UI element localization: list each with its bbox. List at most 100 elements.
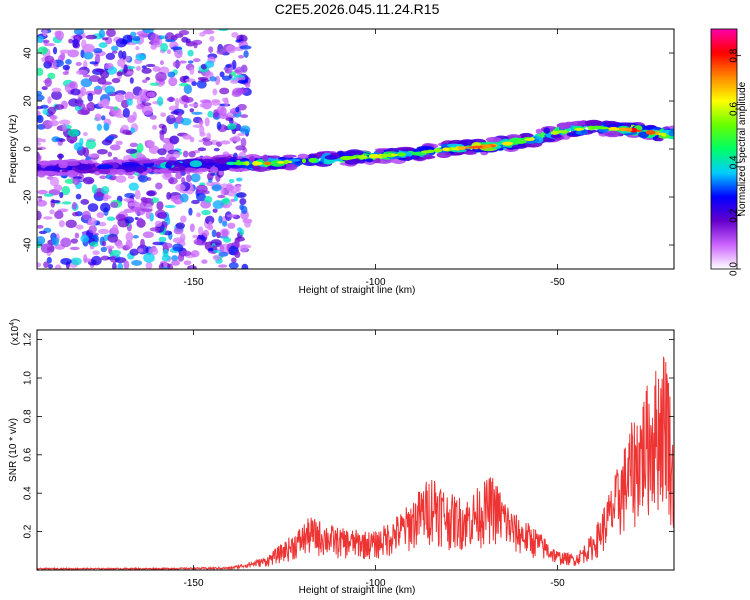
spectrogram-cell: [40, 244, 52, 248]
spectrogram-cell: [241, 263, 249, 269]
spectrogram-cell: [169, 135, 180, 145]
spectrogram-cell: [125, 71, 134, 75]
spectrogram-cell: [345, 149, 364, 157]
spectrogram-cell: [174, 48, 183, 59]
spectrogram-cell: [106, 216, 116, 221]
spectrogram-cell: [62, 71, 69, 76]
spectrogram-cell: [110, 201, 119, 208]
spectrogram-cell: [237, 79, 249, 84]
spectrogram-y-ticks: -40 -20 0 20 40: [23, 47, 674, 252]
spectrogram-cell: [604, 130, 621, 138]
spectrogram-x-label: Height of straight line (km): [299, 285, 416, 296]
spectrogram-cell: [137, 248, 144, 253]
spectrogram-cell: [426, 149, 435, 153]
spectrogram-cell: [219, 140, 231, 145]
spectrogram-cell: [106, 29, 116, 38]
spectrogram-cell: [68, 82, 76, 89]
snr-series-line: [37, 356, 674, 570]
spectrogram-cell: [236, 156, 243, 160]
spectrogram-cell: [37, 94, 45, 102]
spectrogram-cell: [96, 211, 105, 219]
spectrogram-cell: [467, 146, 479, 149]
spectrogram-cell: [183, 104, 188, 108]
spectrogram-cell: [125, 232, 134, 242]
spectrogram-cell: [201, 209, 211, 216]
spectrogram-cell: [68, 38, 74, 44]
spectrogram-cell: [142, 231, 154, 239]
spectrogram-cell: [137, 217, 144, 225]
spectrogram-cell: [149, 82, 160, 86]
spectrogram-cell: [98, 29, 106, 39]
spectrogram-cell: [120, 166, 134, 171]
spectrogram-cell: [191, 81, 197, 87]
spectrogram-cell: [237, 132, 246, 137]
spectrogram-cell: [126, 42, 137, 46]
spectrogram-panel: -150 -100 -50 -40 -20 0 20 40 Height of straig…: [8, 28, 675, 296]
spectrogram-cell: [584, 119, 603, 127]
colorbar-tick-label: 0.8: [729, 48, 740, 62]
spectrogram-cell: [269, 155, 281, 159]
spectrogram-cell: [136, 97, 142, 106]
spectrogram-cell: [74, 163, 93, 171]
spectrogram-cell: [129, 142, 138, 148]
spectrogram-cell: [240, 137, 247, 148]
spectrogram-cell: [193, 238, 203, 245]
spectrogram-cell: [222, 204, 231, 209]
spectrogram-cell: [130, 127, 136, 134]
spectrogram-cell: [235, 145, 246, 151]
spectrogram-cell: [105, 52, 116, 61]
spectrogram-cell: [195, 192, 206, 202]
spectrogram-cell: [216, 48, 227, 55]
spectrogram-cell: [234, 239, 240, 248]
spectrogram-cell: [255, 161, 263, 165]
spectrogram-cell: [154, 220, 163, 227]
spectrogram-cell: [51, 87, 62, 93]
spectrogram-cell: [115, 92, 125, 103]
spectrogram-cell: [49, 209, 55, 215]
spectrogram-cell: [591, 125, 602, 130]
spectrogram-cell: [135, 54, 145, 61]
snr-y-tick-label: 0.8: [23, 409, 34, 423]
spectrogram-cell: [324, 155, 338, 160]
spectrogram-cell: [165, 39, 176, 43]
spectrogram-cell: [123, 64, 128, 74]
spectrogram-cell: [107, 233, 119, 243]
spectrogram-cell: [174, 33, 184, 38]
spectrogram-cell: [216, 231, 221, 239]
spectrogram-cell: [117, 262, 124, 269]
spectrogram-cell: [73, 142, 83, 151]
spectrogram-cell: [208, 46, 214, 54]
spectrogram-cell: [227, 123, 237, 130]
spectrogram-cell: [49, 176, 60, 187]
spectrogram-cell: [658, 132, 667, 136]
spectrogram-cell: [142, 29, 155, 34]
spectrogram-cell: [60, 237, 72, 248]
spectrogram-cell: [188, 103, 199, 107]
spectrogram-cell: [42, 29, 48, 37]
spectrogram-cell: [168, 77, 178, 87]
spectrogram-cell: [38, 230, 47, 235]
spectrogram-cell: [133, 95, 140, 100]
spectrogram-cell: [111, 224, 119, 235]
spectrogram-cell: [131, 259, 143, 266]
snr-x-ticks: -150 -100 -50: [184, 330, 565, 589]
spectrogram-cell: [138, 159, 155, 164]
spectrogram-cell: [125, 148, 138, 154]
spectrogram-cell: [189, 136, 195, 143]
spectrogram-cell: [41, 86, 48, 91]
spectrogram-cell: [52, 46, 58, 55]
spectrogram-cell: [172, 60, 181, 68]
spectrogram-cell: [59, 49, 71, 54]
colorbar-gradient: [710, 28, 738, 270]
spectrogram-cell: [163, 260, 168, 268]
spectrogram-cell: [183, 260, 192, 266]
spectrogram-cell: [70, 238, 79, 244]
spectrogram-cell: [153, 169, 161, 173]
spectrogram-cell: [245, 83, 251, 88]
spectrogram-cell: [75, 61, 82, 67]
spectrogram-cell: [92, 48, 103, 54]
spectrogram-cell: [64, 84, 71, 93]
spectrogram-cell: [308, 157, 318, 163]
spectrogram-cell: [175, 183, 186, 192]
